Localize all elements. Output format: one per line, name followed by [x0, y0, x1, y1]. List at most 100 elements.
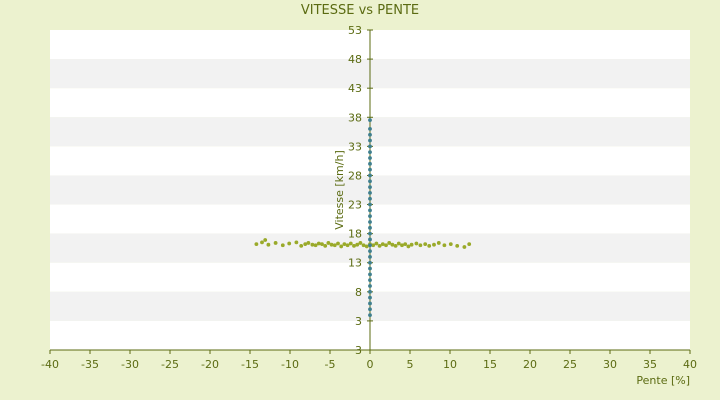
data-point	[368, 225, 372, 230]
data-point	[467, 242, 472, 247]
data-point	[260, 240, 264, 245]
data-point	[299, 243, 304, 248]
data-point	[406, 244, 411, 249]
data-point	[403, 242, 408, 247]
data-point	[368, 191, 372, 195]
data-point	[423, 242, 428, 247]
y-tick-label: 33	[348, 140, 362, 153]
x-tick-label: 0	[367, 358, 374, 371]
data-point	[368, 284, 372, 288]
y-axis-label: Vitesse [km/h]	[333, 150, 346, 230]
data-point	[442, 243, 447, 248]
data-point	[393, 243, 398, 248]
x-tick-label: 10	[443, 358, 457, 371]
y-tick-label: 53	[348, 24, 362, 37]
y-tick-label: 3	[355, 315, 362, 328]
data-point	[345, 243, 350, 248]
data-point	[368, 185, 372, 189]
data-point	[368, 295, 372, 300]
data-point	[329, 242, 334, 247]
y-tick-label: 48	[348, 53, 362, 66]
data-point	[368, 231, 372, 236]
x-tick-label: -30	[121, 358, 139, 371]
x-tick-label: 15	[483, 358, 497, 371]
data-point	[455, 243, 460, 248]
data-point	[294, 240, 299, 245]
data-point	[339, 244, 344, 249]
data-point	[387, 241, 392, 245]
data-point	[280, 243, 285, 248]
data-point	[368, 150, 372, 155]
data-point	[368, 161, 372, 166]
x-tick-labels: -40 -35 -30 -25 -20 -15 -10 -5 0 5 10 15 20 25 30 35 40	[41, 350, 697, 371]
data-point	[384, 243, 388, 248]
data-point	[273, 241, 278, 245]
data-point	[368, 220, 372, 224]
x-tick-label: 20	[523, 358, 537, 371]
data-point	[368, 156, 372, 160]
data-point	[361, 243, 366, 248]
data-point	[368, 278, 372, 283]
data-point	[342, 242, 347, 247]
data-point	[390, 242, 395, 247]
data-point	[368, 272, 372, 277]
data-point	[358, 241, 363, 245]
data-point	[316, 241, 321, 246]
data-point	[368, 313, 372, 317]
data-point	[320, 242, 324, 247]
data-point	[364, 244, 369, 249]
data-point	[263, 238, 268, 242]
y-tick-label: 28	[348, 169, 362, 182]
data-point	[380, 242, 385, 247]
data-point	[368, 127, 372, 131]
data-point	[313, 243, 318, 248]
data-point	[310, 242, 315, 247]
data-point	[254, 242, 259, 247]
y-tick-label: 3	[355, 344, 362, 357]
data-point	[436, 241, 441, 245]
x-tick-label: 25	[563, 358, 577, 371]
x-tick-label: 35	[643, 358, 657, 371]
y-tick-label: 38	[348, 111, 362, 124]
data-point	[368, 179, 372, 184]
data-point	[462, 245, 467, 249]
x-tick-label: 5	[407, 358, 414, 371]
data-point	[374, 241, 379, 246]
data-point	[432, 242, 436, 247]
x-tick-label: -15	[241, 358, 259, 371]
data-point	[368, 214, 372, 219]
x-tick-label: -5	[325, 358, 336, 371]
data-point	[427, 243, 432, 248]
x-tick-label: 40	[683, 358, 697, 371]
data-point	[368, 301, 372, 306]
x-tick-label: -40	[41, 358, 59, 371]
data-point	[368, 237, 372, 242]
y-tick-label: 13	[348, 257, 362, 270]
data-point	[368, 144, 372, 149]
data-point	[418, 243, 423, 248]
data-point	[368, 249, 372, 253]
data-point	[336, 241, 340, 246]
x-tick-label: -35	[81, 358, 99, 371]
data-point	[414, 241, 419, 246]
data-point	[368, 243, 372, 248]
data-point	[368, 307, 372, 312]
data-point	[355, 242, 360, 247]
data-point	[368, 255, 372, 259]
data-point	[326, 241, 331, 245]
data-point	[368, 208, 372, 213]
x-axis-label: Pente [%]	[636, 374, 690, 387]
data-point	[352, 243, 356, 248]
data-point	[368, 132, 372, 137]
x-tick-label: -20	[201, 358, 219, 371]
x-tick-label: -25	[161, 358, 179, 371]
data-point	[332, 243, 337, 248]
data-point	[303, 242, 308, 247]
data-point	[323, 243, 328, 248]
data-point	[377, 243, 382, 248]
data-point	[371, 243, 376, 248]
data-point	[368, 260, 372, 265]
data-point	[287, 241, 292, 246]
